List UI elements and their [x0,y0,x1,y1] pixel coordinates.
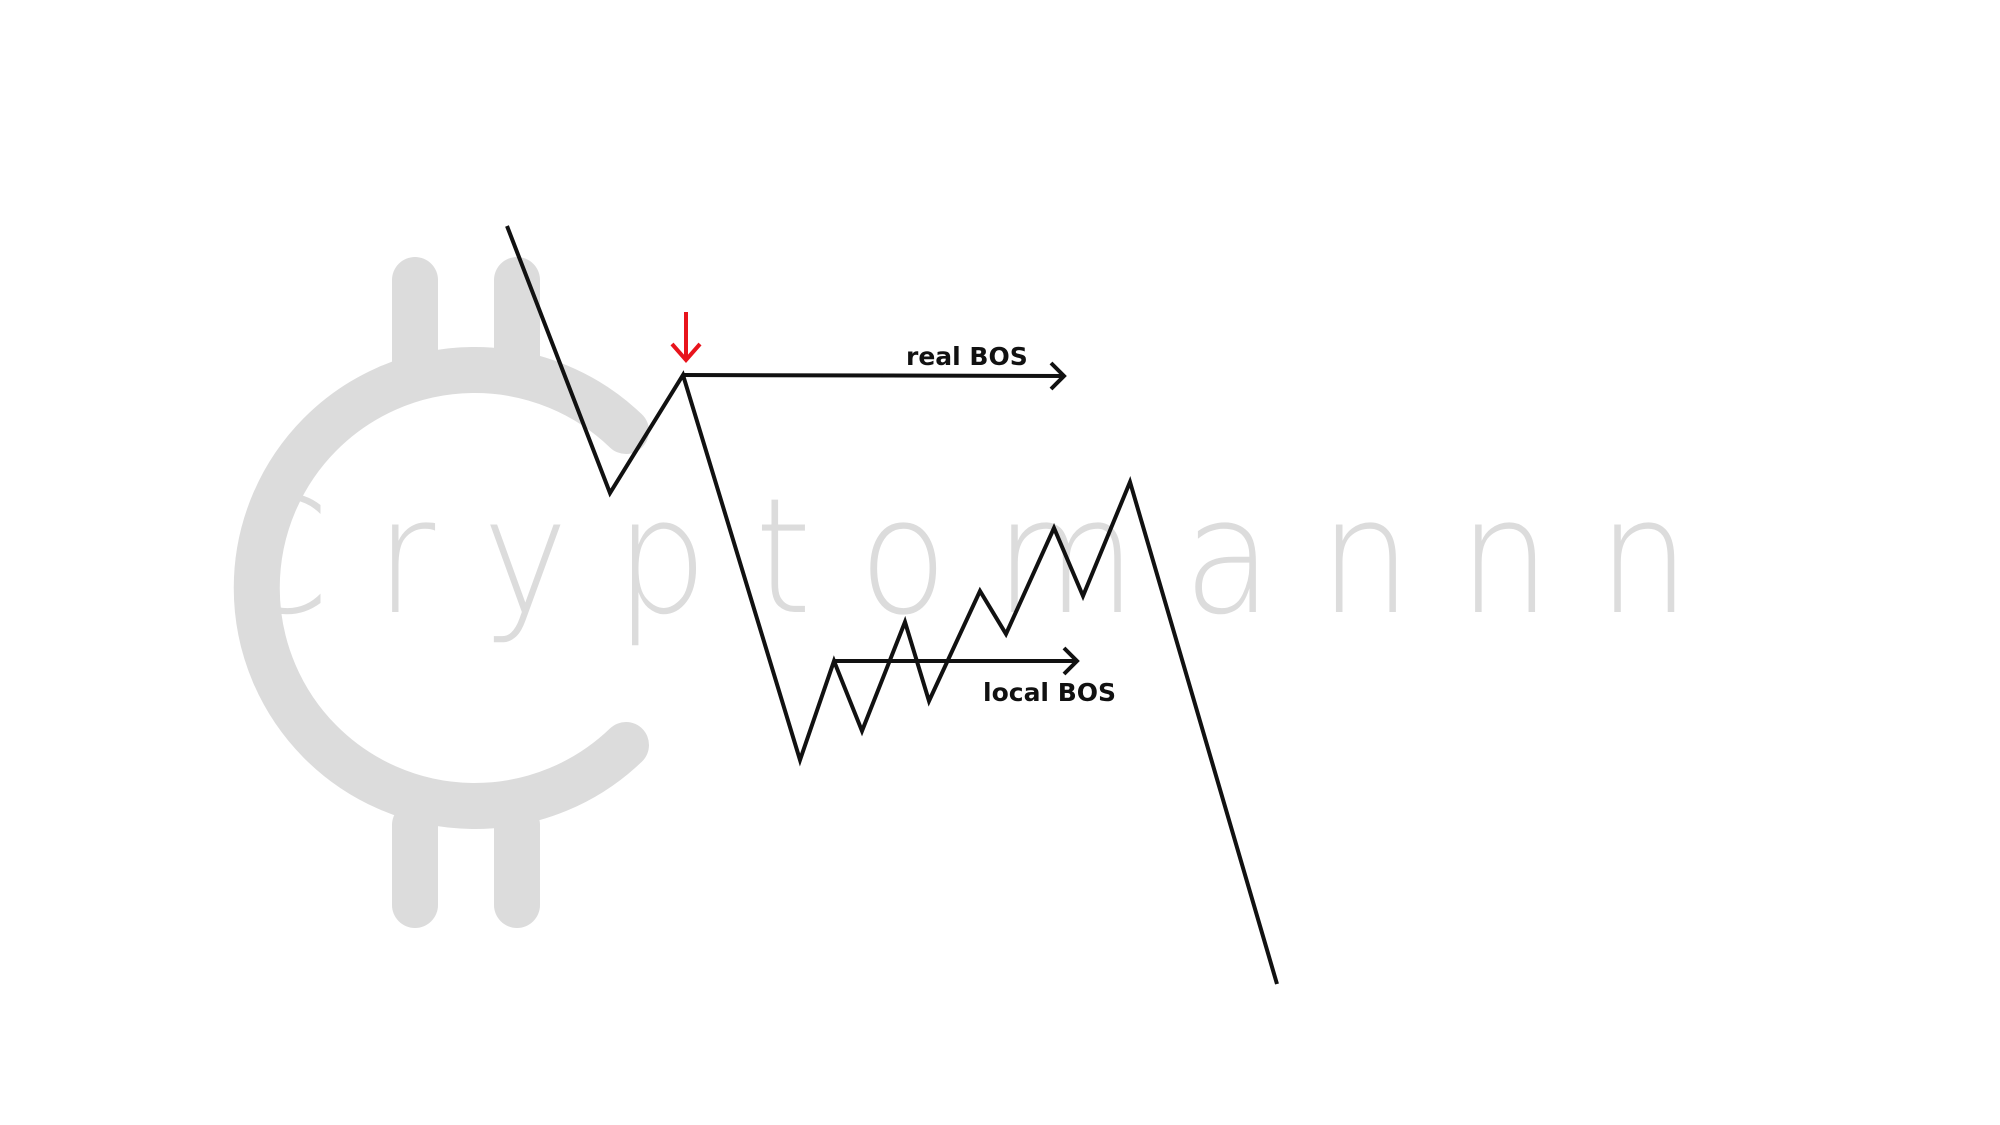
local-bos-label: local BOS [983,678,1116,707]
real-bos-line [682,373,1065,378]
red-down-arrow-icon [670,312,702,364]
price-structure: real BOS local BOS [505,225,1279,985]
real-bos-label: real BOS [906,342,1028,371]
local-bos-arrowhead [1062,646,1080,676]
coin-c-arc [233,347,649,829]
real-bos-arrowhead [1049,361,1067,391]
watermark-text: Cryptomannn [227,463,1737,650]
watermark-logo: Cryptomannn [227,257,1737,928]
